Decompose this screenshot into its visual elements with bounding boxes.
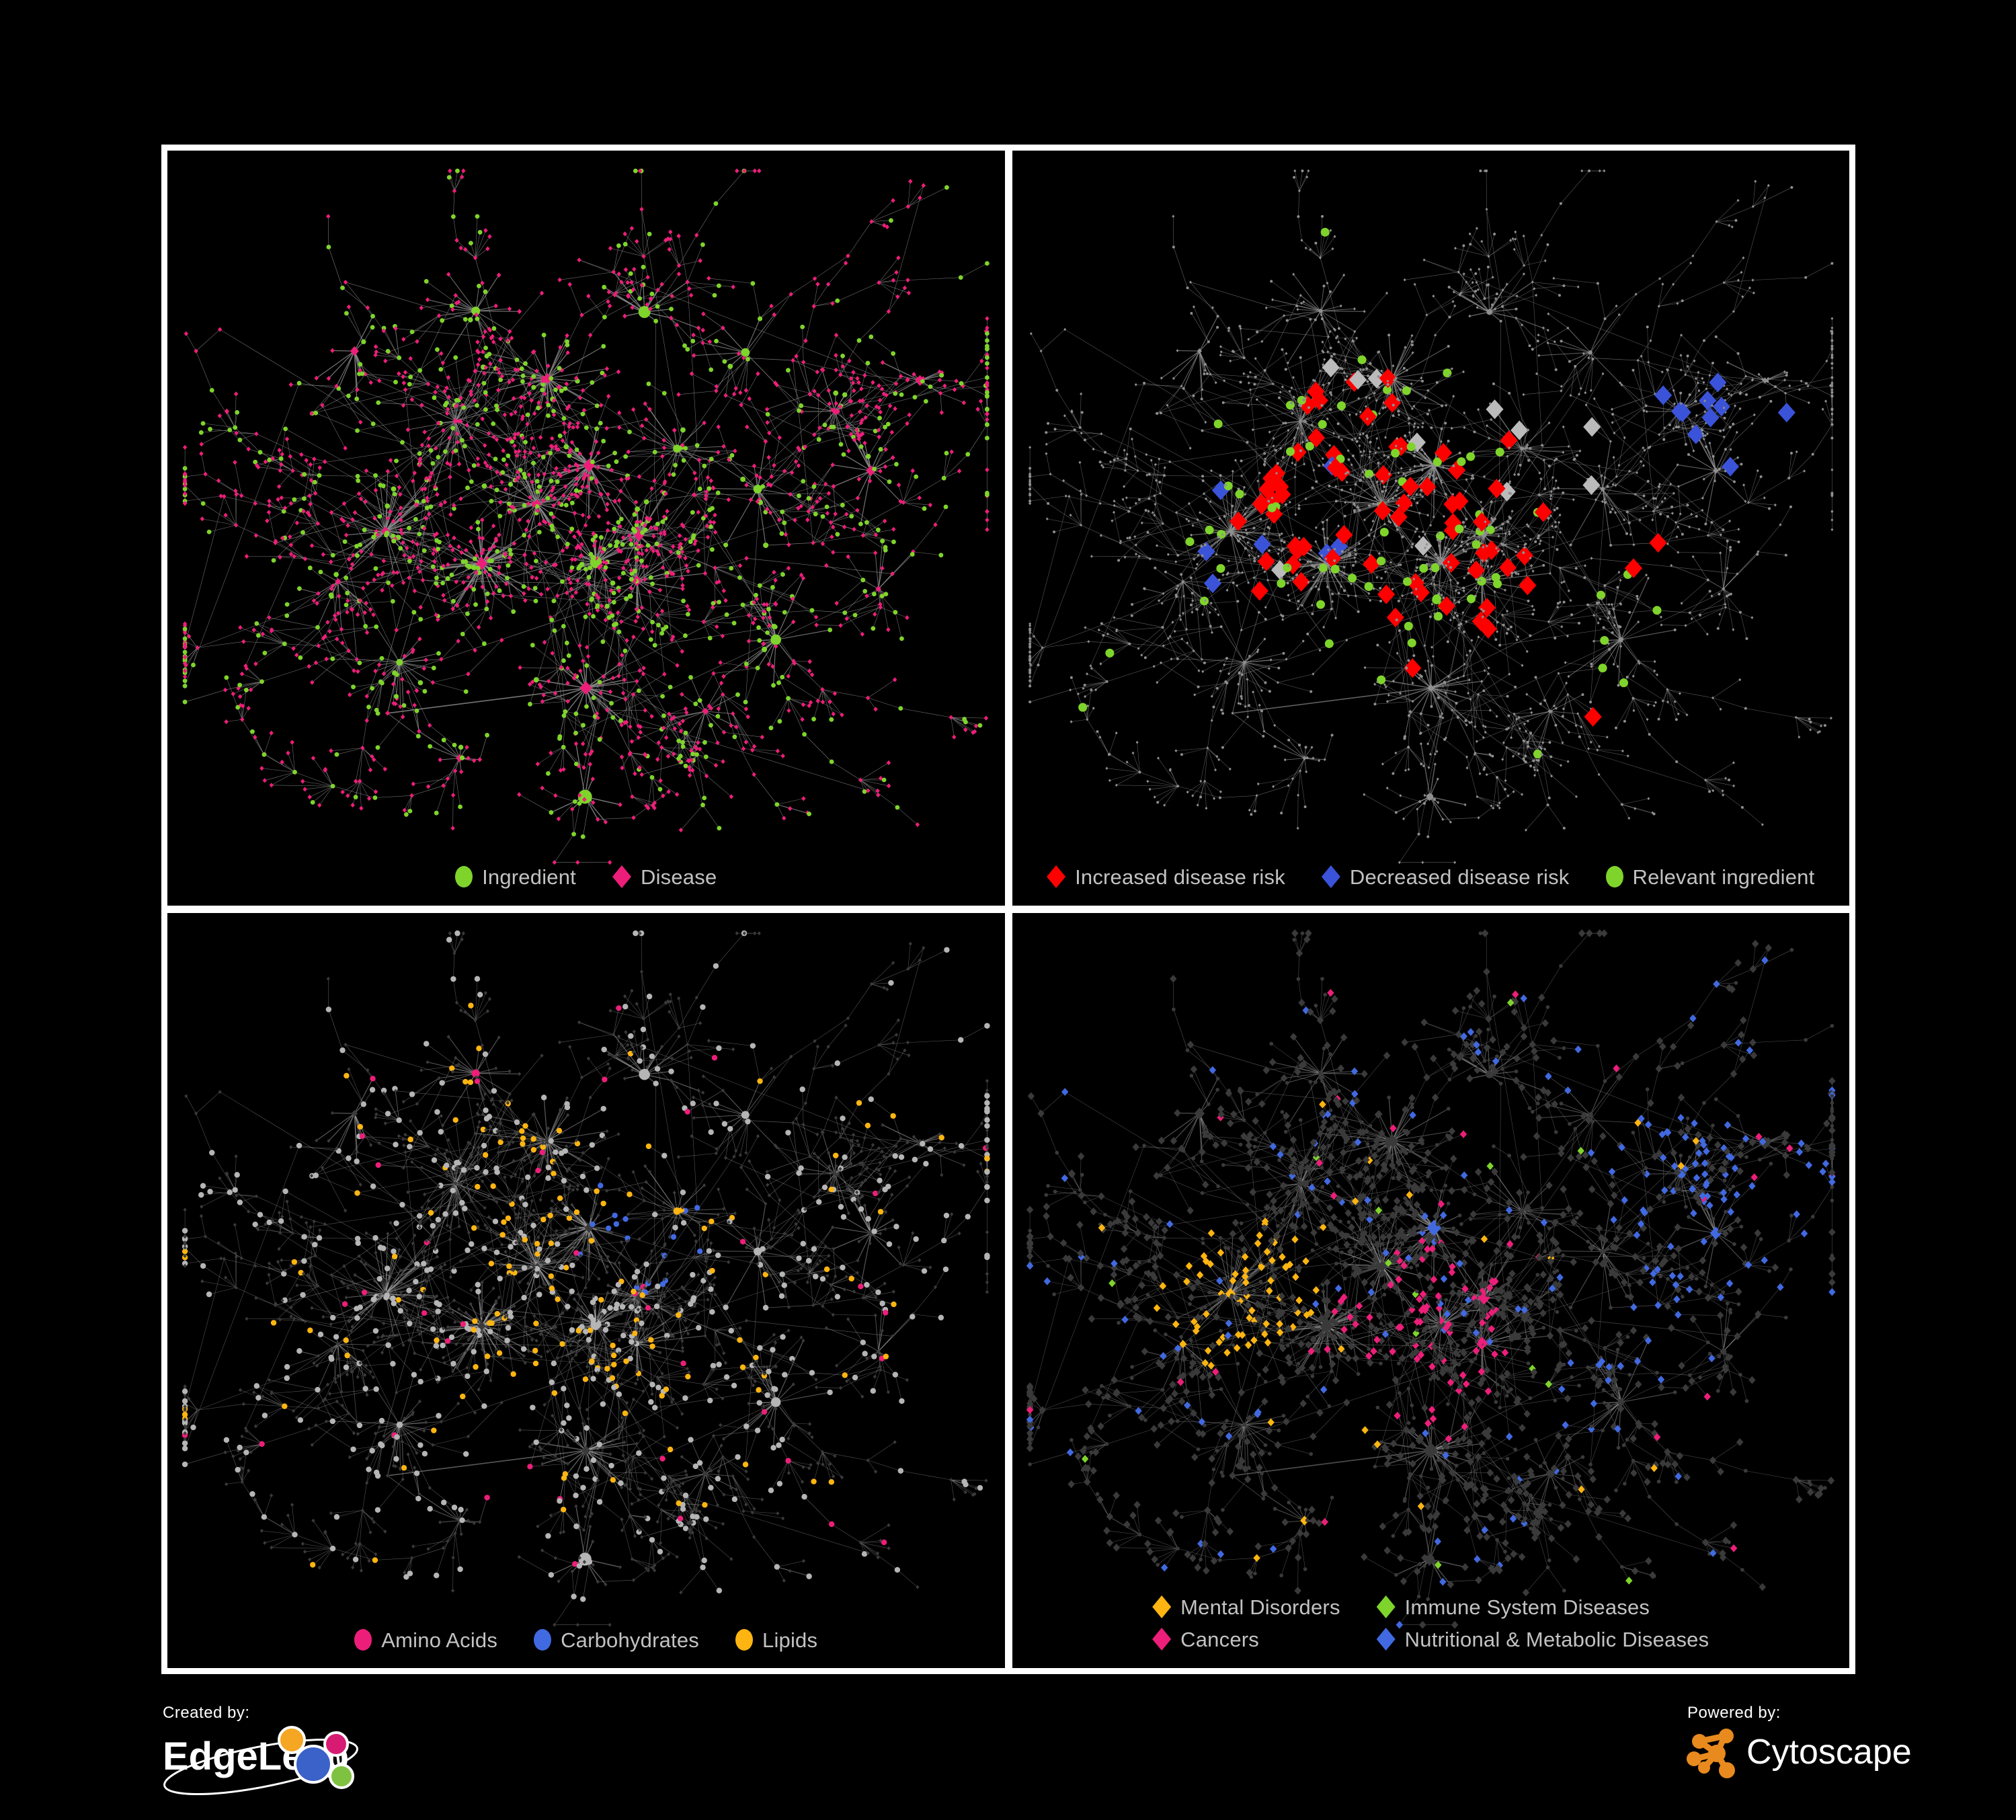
network-canvas-2[interactable]: [1012, 151, 1850, 906]
network-canvas-4[interactable]: [1012, 913, 1850, 1668]
cytoscape-logo-icon: [1687, 1729, 1735, 1778]
network-canvas-3[interactable]: [167, 913, 1005, 1668]
panel-disease-classes[interactable]: Mental Disorders Immune System Diseases …: [1012, 913, 1850, 1668]
figure-footer: Created by: EdgeLeap Powered by:: [0, 1681, 2016, 1820]
created-by-kicker: Created by:: [163, 1704, 250, 1722]
cytoscape-logo-row: Cytoscape: [1685, 1725, 1994, 1779]
panel-ingredient-disease[interactable]: Ingredient Disease: [167, 151, 1005, 906]
edgeleap-logo-icon: EdgeLeap: [163, 1726, 358, 1795]
brand-edgeleap: Created by: EdgeLeap: [160, 1705, 469, 1806]
brand-cytoscape: Powered by: Cytoscape: [1685, 1705, 1994, 1806]
panel-nutrient-classes[interactable]: Amino Acids Carbohydrates Lipids: [167, 913, 1005, 1668]
panel-disease-risk[interactable]: Increased disease risk Decreased disease…: [1012, 151, 1850, 906]
cytoscape-wordmark: Cytoscape: [1746, 1733, 1912, 1772]
powered-by-kicker: Powered by:: [1687, 1704, 1781, 1722]
figure-frame: Ingredient Disease Increased disease ris…: [161, 145, 1855, 1674]
network-canvas-1[interactable]: [167, 151, 1005, 906]
edgeleap-logo-row: EdgeLeap: [160, 1725, 469, 1795]
